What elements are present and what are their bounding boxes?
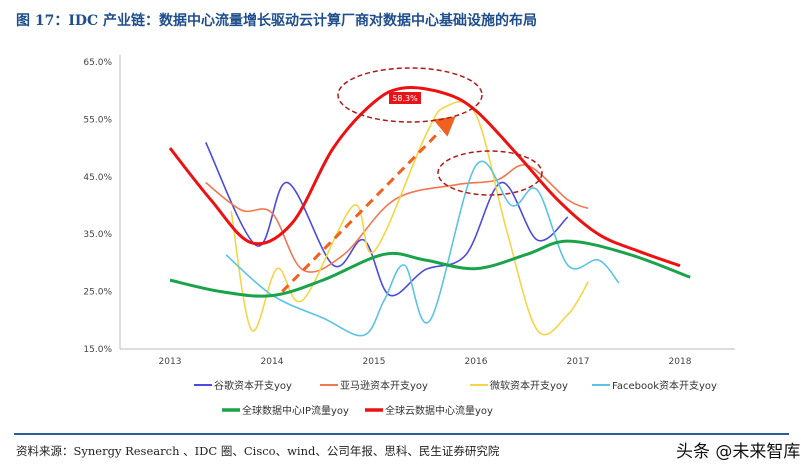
legend-label: Facebook资本开支yoy [612, 379, 717, 392]
y-tick-label: 45.0% [83, 173, 112, 183]
figure-title: 图 17：IDC 产业链：数据中心流量增长驱动云计算厂商对数据中心基础设施的布局 [16, 13, 538, 29]
legend-label: 全球云数据中心流量yoy [385, 404, 493, 417]
legend-label: 微软资本开支yoy [490, 379, 568, 392]
series-line-1 [205, 164, 589, 273]
annotation-box [389, 92, 421, 104]
legend-label: 亚马逊资本开支yoy [340, 379, 428, 392]
x-tick-label: 2018 [669, 357, 692, 367]
watermark: 头条 @未来智库 [676, 442, 801, 462]
x-tick-label: 2017 [567, 357, 590, 367]
x-tick-label: 2013 [159, 357, 182, 367]
highlight-ellipse [437, 150, 543, 196]
legend-label: 谷歌资本开支yoy [214, 379, 292, 392]
y-tick-label: 25.0% [83, 288, 112, 298]
highlight-ellipse [337, 67, 483, 123]
legend-label: 全球数据中心IP流量yoy [242, 404, 349, 417]
x-tick-label: 2015 [363, 357, 386, 367]
series-line-3 [225, 160, 620, 337]
y-tick-label: 65.0% [83, 58, 112, 68]
series-line-2 [230, 100, 589, 336]
annotation-label: 58.3% [392, 94, 418, 103]
y-tick-label: 35.0% [83, 230, 112, 240]
x-tick-label: 2014 [261, 357, 284, 367]
arrow-head [433, 116, 456, 137]
divider [14, 433, 789, 435]
series-line-4 [169, 239, 691, 298]
series-line-0 [204, 142, 569, 297]
y-tick-label: 55.0% [83, 115, 112, 125]
source-note: 资料来源：Synergy Research 、IDC 圈、Cisco、wind、… [16, 444, 500, 458]
trend-arrow [281, 129, 442, 293]
y-tick-label: 15.0% [83, 345, 112, 355]
series-line-5 [168, 86, 681, 268]
x-tick-label: 2016 [465, 357, 488, 367]
